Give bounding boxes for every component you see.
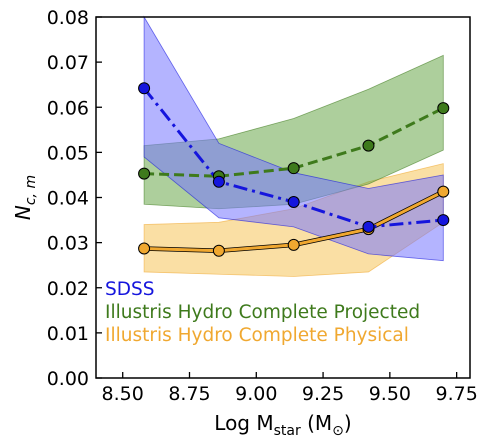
y-tick-label: 0.05	[47, 142, 89, 164]
illustris-hydro-complete-physical-point	[287, 238, 300, 251]
illustris-hydro-complete-physical-point	[212, 244, 225, 257]
x-axis-ticks: 8.50 8.75 9.00 9.25 9.50 9.75	[102, 372, 478, 405]
y-tick-label: 0.00	[47, 368, 89, 390]
illustris-hydro-complete-projected-point	[362, 139, 375, 152]
sdss-point	[138, 82, 151, 95]
sdss-point	[437, 214, 450, 227]
y-axis-ticks: 0.00 0.01 0.02 0.03 0.04 0.05 0.06 0.07 0.08	[47, 7, 102, 390]
y-axis-title: Nc, m	[11, 175, 39, 220]
legend-entry-illustris-hydro-complete-projected: Illustris Hydro Complete Projected	[105, 302, 420, 323]
y-tick-label: 0.02	[47, 278, 89, 300]
x-axis-title-main: Log M	[214, 411, 273, 435]
x-tick-label: 8.75	[168, 383, 210, 405]
illustris-hydro-complete-physical-point	[437, 185, 450, 198]
x-tick-label: 9.00	[235, 383, 277, 405]
sdss-band	[143, 15, 444, 262]
y-axis-title-main: N	[11, 205, 35, 220]
x-axis-title-sub: star	[274, 423, 301, 439]
x-axis-title: Log Mstar (M⊙)	[214, 411, 351, 439]
y-axis-title-sub: c, m	[23, 175, 39, 205]
sdss-point	[287, 196, 300, 209]
illustris-hydro-complete-physical-point	[138, 242, 151, 255]
y-tick-label: 0.04	[47, 188, 89, 210]
x-tick-label: 9.75	[435, 383, 477, 405]
sdss-point	[212, 175, 225, 188]
legend-entry-sdss: SDSS	[105, 279, 154, 300]
x-axis-title-unit-open: (M	[301, 411, 332, 435]
illustris-hydro-complete-projected-point	[287, 162, 300, 175]
legend-entry-illustris-hydro-complete-physical: Illustris Hydro Complete Physical	[105, 325, 409, 346]
y-tick-label: 0.07	[47, 52, 89, 74]
x-tick-label: 9.50	[369, 383, 411, 405]
y-tick-label: 0.03	[47, 233, 89, 255]
x-tick-label: 9.25	[302, 383, 344, 405]
illustris-hydro-complete-projected-point	[437, 102, 450, 115]
y-tick-label: 0.01	[47, 323, 89, 345]
y-tick-label: 0.08	[47, 7, 89, 29]
series-markers	[138, 82, 450, 257]
x-axis-title-unit-sub: ⊙	[332, 423, 344, 439]
illustris-hydro-complete-projected-point	[138, 167, 151, 180]
sdss-point	[362, 220, 375, 233]
x-tick-label: 8.50	[102, 383, 144, 405]
x-axis-title-unit-close: )	[344, 411, 352, 435]
y-tick-label: 0.06	[47, 97, 89, 119]
